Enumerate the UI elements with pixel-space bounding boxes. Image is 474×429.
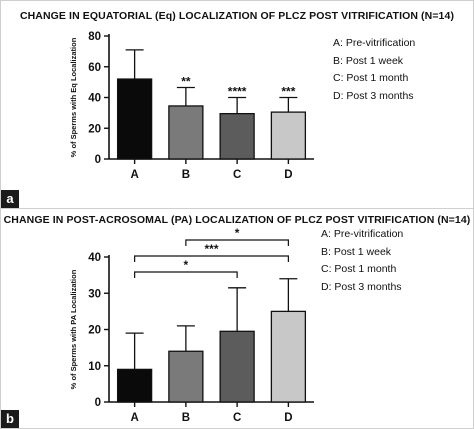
bar	[270, 111, 307, 160]
significance-bracket	[185, 239, 289, 246]
panel-a: CHANGE IN EQUATORIAL (Eq) LOCALIZATION O…	[1, 1, 473, 208]
y-tick-label: 20	[88, 325, 101, 337]
x-tick-label: C	[233, 412, 241, 424]
y-tick-label: 20	[88, 123, 101, 135]
significance-marker: ***	[281, 85, 295, 99]
significance-label: ***	[204, 242, 218, 256]
y-tick-label: 0	[95, 154, 101, 166]
y-axis-label: % of Sperms with PA Localization	[69, 269, 78, 389]
bar	[116, 368, 153, 403]
legend-item: A: Pre-vitrification	[321, 228, 404, 240]
bar	[219, 330, 255, 403]
panel-b: CHANGE IN POST-ACROSOMAL (PA) LOCALIZATI…	[1, 209, 473, 428]
bar	[168, 105, 204, 160]
y-tick-label: 30	[88, 288, 101, 300]
significance-label: *	[184, 258, 189, 272]
significance-marker: ****	[228, 85, 247, 99]
bar	[168, 350, 204, 403]
chart-a-plot: 0 20 40 60 80 % of Sperms with Eq Localizatio…	[69, 31, 314, 181]
x-tick-label: D	[284, 412, 292, 424]
significance-bracket	[134, 271, 238, 278]
bar	[116, 78, 153, 160]
chart-b-plot: 0 10 20 30 40 % of Sperms with PA Localizatio…	[69, 226, 314, 424]
y-tick-label: 80	[88, 31, 101, 43]
y-tick-label: 0	[95, 397, 101, 409]
y-tick-label: 40	[88, 252, 101, 264]
y-axis-label: % of Sperms with Eq Localization	[69, 37, 78, 157]
chart-title: CHANGE IN POST-ACROSOMAL (PA) LOCALIZATI…	[3, 214, 471, 226]
y-tick-label: 40	[88, 93, 101, 105]
legend: A: Pre-vitrification B: Post 1 week C: P…	[333, 35, 415, 105]
y-tick-label: 60	[88, 62, 101, 74]
x-tick-label: A	[130, 169, 138, 181]
legend-item: C: Post 1 month	[333, 72, 409, 84]
legend-item: B: Post 1 week	[321, 245, 392, 258]
x-tick-label: B	[182, 412, 190, 424]
legend-item: D: Post 3 months	[333, 89, 414, 102]
significance-marker: **	[181, 75, 191, 89]
x-tick-label: B	[182, 169, 190, 181]
y-tick-label: 10	[88, 361, 101, 373]
chart-title: CHANGE IN EQUATORIAL (Eq) LOCALIZATION O…	[19, 10, 455, 22]
legend-item: C: Post 1 month	[321, 263, 397, 275]
legend: A: Pre-vitrification B: Post 1 week C: P…	[321, 226, 403, 296]
panel-tag: b	[1, 410, 19, 428]
x-tick-label: A	[130, 412, 138, 424]
x-tick-label: D	[284, 169, 292, 181]
bar	[270, 310, 307, 403]
legend-item: A: Pre-vitrification	[333, 37, 416, 49]
significance-bracket	[134, 255, 289, 262]
x-tick-label: C	[233, 169, 241, 181]
legend-item: B: Post 1 week	[333, 54, 404, 67]
significance-label: *	[235, 226, 240, 240]
bar	[219, 112, 255, 160]
panel-tag: a	[1, 190, 19, 208]
panel-divider	[1, 208, 473, 209]
legend-item: D: Post 3 months	[321, 280, 402, 293]
